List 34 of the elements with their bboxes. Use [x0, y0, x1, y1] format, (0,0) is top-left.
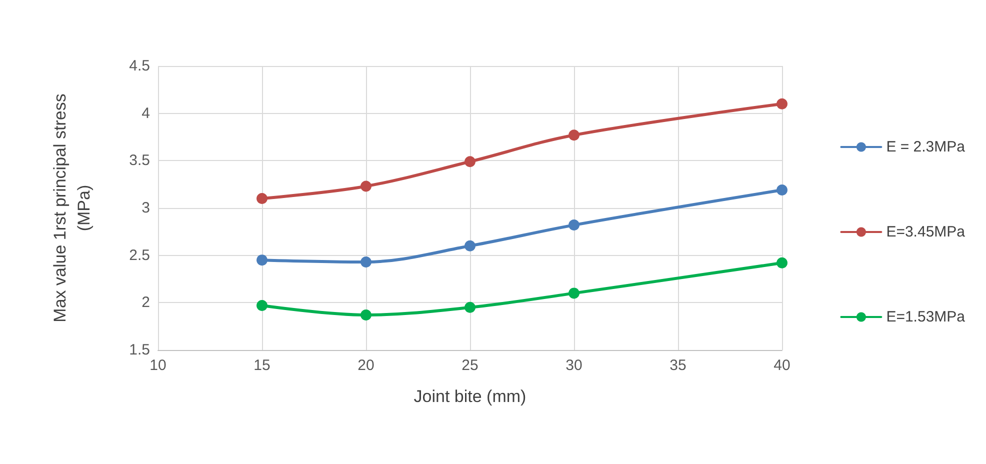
point — [568, 220, 580, 231]
point — [568, 288, 580, 299]
point — [256, 254, 268, 266]
point — [464, 302, 476, 313]
point — [776, 184, 788, 196]
y-tick-label: 4 — [142, 104, 150, 122]
legend-label: E=3.45MPa — [886, 224, 966, 240]
x-tick-label: 15 — [254, 357, 270, 374]
x-tick-label: 35 — [670, 357, 686, 374]
x-tick-label: 40 — [774, 357, 790, 374]
y-tick-label: 3.5 — [129, 152, 150, 170]
point — [360, 180, 372, 192]
point — [464, 240, 476, 252]
x-tick-label: 10 — [150, 357, 166, 374]
x-tick-label: 30 — [566, 357, 582, 374]
y-tick-label: 4.5 — [129, 58, 150, 74]
y-tick-label: 1.5 — [129, 342, 150, 358]
point — [256, 193, 268, 204]
point — [776, 98, 788, 110]
point — [360, 309, 372, 320]
point — [256, 300, 268, 312]
x-tick-label: 20 — [358, 357, 374, 374]
point — [776, 257, 788, 268]
legend-label: E=1.53MPa — [886, 308, 966, 326]
point — [464, 156, 476, 168]
x-tick-label: 25 — [462, 357, 478, 374]
point — [360, 256, 372, 268]
point — [568, 130, 580, 141]
y-tick-label: 2.5 — [129, 246, 150, 264]
x-axis-title: Joint bite (mm) — [414, 387, 526, 406]
y-tick-label: 2 — [142, 294, 150, 312]
y-axis-title: Max value 1rst principal stress (MPa) — [50, 94, 94, 322]
legend-label: E = 2.3MPa — [886, 138, 966, 156]
y-tick-label: 3 — [142, 200, 150, 216]
